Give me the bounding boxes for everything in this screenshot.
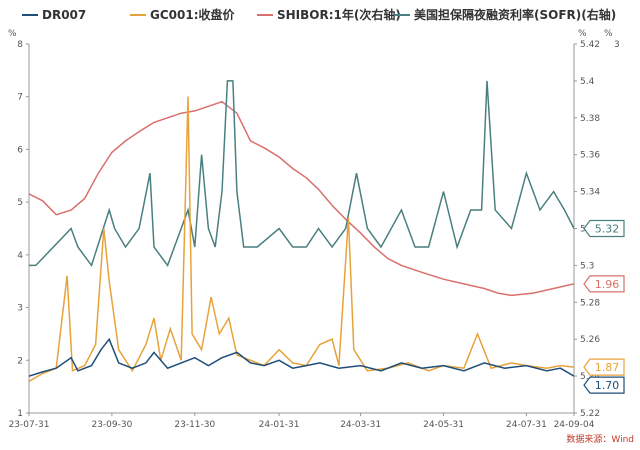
legend-label: SHIBOR:1年(次右轴) xyxy=(277,7,401,22)
right2-axis-unit: % xyxy=(604,29,613,39)
last-value-callout: 1.87 xyxy=(583,358,625,376)
right-tick-label: 5.28 xyxy=(580,298,600,308)
x-tick-label: 23-07-31 xyxy=(9,420,50,430)
legend-item: 美国担保隔夜融资利率(SOFR)(右轴) xyxy=(394,7,616,22)
series-line xyxy=(29,80,574,268)
x-tick-label: 23-11-30 xyxy=(174,420,215,430)
right-tick-label: 5.36 xyxy=(580,151,600,161)
left-tick-label: 2 xyxy=(17,356,23,366)
left-tick-label: 7 xyxy=(17,93,23,103)
x-tick-label: 24-01-31 xyxy=(259,420,300,430)
right-tick-label: 5.38 xyxy=(580,114,600,124)
left-tick-label: 5 xyxy=(17,198,23,208)
x-tick-label: 24-03-31 xyxy=(340,420,381,430)
legend-item: GC001:收盘价 xyxy=(130,7,236,22)
right-axis-unit: % xyxy=(578,29,587,39)
callout-label: 1.70 xyxy=(595,379,620,392)
left-tick-label: 8 xyxy=(17,40,23,50)
series-line xyxy=(29,96,574,383)
right-tick-label: 5.22 xyxy=(580,409,600,419)
x-tick-label: 24-07-31 xyxy=(506,420,547,430)
right-tick-label: 5.26 xyxy=(580,335,600,345)
x-tick-label: 23-09-30 xyxy=(91,420,132,430)
left-tick-label: 3 xyxy=(17,304,23,314)
left-tick-label: 1 xyxy=(17,409,23,419)
callout-box xyxy=(583,376,625,394)
legend-item: DR007 xyxy=(22,8,86,22)
series-line xyxy=(29,337,574,377)
right-tick-label: 5.42 xyxy=(580,40,600,50)
right-tick-label: 5.3 xyxy=(580,261,594,271)
legend-label: DR007 xyxy=(42,8,86,22)
left-tick-label: 6 xyxy=(17,145,23,155)
callout-box xyxy=(583,358,625,376)
callout-label: 1.87 xyxy=(595,361,620,374)
callout-label: 5.32 xyxy=(595,223,620,236)
callout-box xyxy=(583,219,625,238)
right-tick-label: 5.34 xyxy=(580,188,600,198)
legend-item: SHIBOR:1年(次右轴) xyxy=(257,7,401,22)
callout-box xyxy=(583,275,625,293)
callout-label: 1.96 xyxy=(595,278,620,291)
x-tick-label: 24-09-04 xyxy=(554,420,595,430)
data-source: 数据来源：Wind xyxy=(566,433,634,445)
last-value-callout: 1.96 xyxy=(583,275,625,293)
last-value-callout: 1.70 xyxy=(583,376,625,394)
last-value-callout: 5.32 xyxy=(583,219,625,238)
legend-label: GC001:收盘价 xyxy=(150,7,236,22)
legend-label: 美国担保隔夜融资利率(SOFR)(右轴) xyxy=(414,7,616,22)
series-line xyxy=(29,100,574,297)
right2-tick-label: 3 xyxy=(614,40,620,50)
left-tick-label: 4 xyxy=(17,251,23,261)
x-tick-label: 24-05-31 xyxy=(423,420,464,430)
left-axis-unit: % xyxy=(8,29,17,39)
right-tick-label: 5.4 xyxy=(580,77,595,87)
